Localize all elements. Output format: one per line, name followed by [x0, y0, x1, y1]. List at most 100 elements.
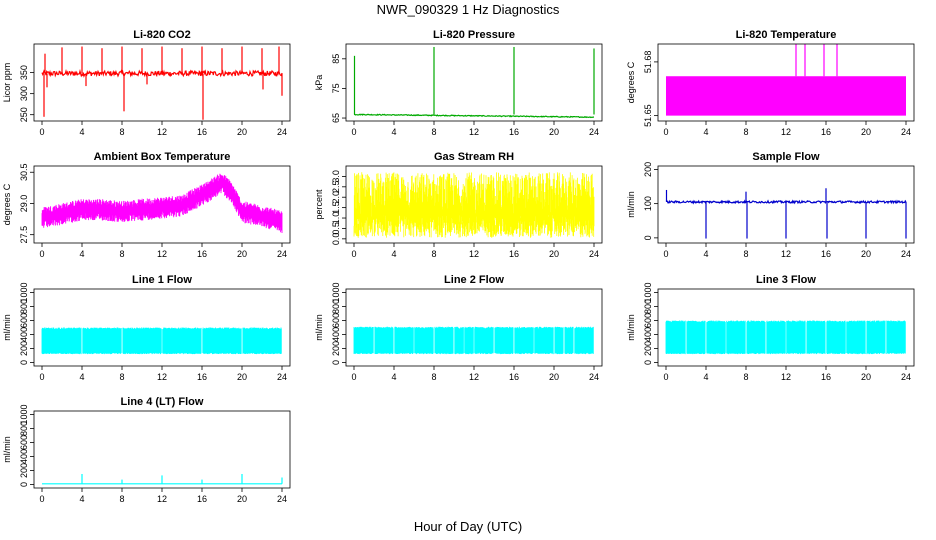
y-tick-label: 400 [643, 327, 653, 342]
x-tick-label: 4 [703, 372, 708, 382]
panel-5: Gas Stream RH percent 0.00.51.01.52.02.53.… [314, 151, 603, 259]
y-tick-label: 100 [643, 196, 653, 211]
panel-2: Li-820 Pressure kPa 65 75 85 0 4 8 12 16 20 24 [314, 29, 603, 137]
series-marks [41, 173, 283, 233]
y-tick-label: 0 [19, 482, 29, 487]
plot-frame [345, 288, 603, 367]
x-tick-label: 16 [197, 249, 207, 259]
x-tick-label: 0 [663, 372, 668, 382]
x-tick-label: 24 [901, 249, 911, 259]
flow-band [665, 320, 906, 355]
y-tick-label: 800 [331, 299, 341, 314]
panel-3: Li-820 Temperature degrees C 51.65 51.68 0 4 8… [626, 29, 915, 137]
x-tick-label: 16 [197, 372, 207, 382]
y-tick-label: 200 [643, 162, 653, 177]
x-tick-label: 0 [351, 249, 356, 259]
series-line [353, 113, 595, 119]
x-tick-label: 0 [39, 249, 44, 259]
x-tick-label: 20 [237, 494, 247, 504]
x-tick-label: 12 [781, 127, 791, 137]
y-axis-label: degrees C [2, 183, 12, 225]
y-axis-label: ml/min [626, 314, 636, 341]
x-tick-label: 12 [157, 127, 167, 137]
y-tick-label: 250 [19, 107, 29, 122]
y-tick-label: 1.0 [331, 212, 341, 225]
y-tick-label: 29.0 [19, 195, 29, 213]
panel-1: Li-820 CO2 Licor ppm 250 300 350 0 4 8 12 16 20 24 [2, 29, 291, 137]
x-tick-label: 12 [781, 249, 791, 259]
x-tick-label: 12 [469, 372, 479, 382]
y-tick-label: 400 [331, 327, 341, 342]
plot-frame [33, 288, 291, 367]
x-tick-label: 4 [703, 127, 708, 137]
x-tick-label: 20 [861, 127, 871, 137]
x-tick-label: 4 [391, 127, 396, 137]
x-tick-label: 12 [157, 249, 167, 259]
x-tick-label: 8 [119, 372, 124, 382]
x-tick-label: 8 [119, 249, 124, 259]
x-tick-label: 4 [703, 249, 708, 259]
y-tick-label: 30.5 [19, 163, 29, 181]
x-tick-label: 12 [157, 372, 167, 382]
figure-xlabel: Hour of Day (UTC) [414, 519, 522, 534]
panel-title: Ambient Box Temperature [94, 151, 231, 163]
x-tick-label: 4 [391, 372, 396, 382]
y-tick-label: 65 [331, 113, 341, 123]
y-axis-label: ml/min [2, 436, 12, 463]
panel-title: Line 3 Flow [756, 274, 816, 286]
x-tick-label: 24 [589, 249, 599, 259]
y-axis-label: percent [314, 189, 324, 220]
y-tick-label: 400 [19, 449, 29, 464]
panel-title: Gas Stream RH [434, 151, 514, 163]
y-tick-label: 85 [331, 54, 341, 64]
panel-title: Line 2 Flow [444, 274, 504, 286]
x-tick-label: 20 [237, 249, 247, 259]
y-tick-label: 800 [19, 421, 29, 436]
y-tick-label: 350 [19, 65, 29, 80]
series-marks [353, 46, 595, 119]
y-tick-label: 51.68 [643, 51, 653, 74]
series-marks [353, 172, 595, 238]
y-axis-label: degrees C [626, 61, 636, 103]
panel-title: Li-820 Temperature [736, 29, 837, 41]
panel-title: Line 1 Flow [132, 274, 192, 286]
x-tick-label: 20 [861, 372, 871, 382]
x-tick-label: 8 [119, 127, 124, 137]
y-tick-label: 0 [19, 360, 29, 365]
x-tick-label: 0 [39, 494, 44, 504]
figure-title: NWR_090329 1 Hz Diagnostics [377, 2, 560, 17]
y-tick-label: 2.5 [331, 181, 341, 194]
y-tick-label: 2.0 [331, 191, 341, 204]
y-axis-label: ml/min [314, 314, 324, 341]
x-tick-label: 8 [431, 249, 436, 259]
y-tick-label: 3.0 [331, 170, 341, 183]
x-tick-label: 20 [237, 127, 247, 137]
x-tick-label: 12 [469, 249, 479, 259]
x-tick-label: 24 [277, 249, 287, 259]
y-tick-label: 51.65 [643, 104, 653, 127]
x-tick-label: 24 [277, 494, 287, 504]
panel-title: Li-820 CO2 [133, 29, 190, 41]
x-tick-label: 4 [79, 127, 84, 137]
panel-title: Line 4 (LT) Flow [121, 396, 204, 408]
rh-band [353, 172, 595, 238]
x-tick-label: 24 [901, 372, 911, 382]
y-tick-label: 0 [643, 235, 653, 240]
y-tick-label: 1000 [643, 282, 653, 302]
y-tick-label: 600 [19, 435, 29, 450]
x-tick-label: 0 [351, 372, 356, 382]
flow-band [353, 326, 594, 355]
x-tick-label: 0 [39, 127, 44, 137]
series-marks [41, 46, 283, 120]
y-tick-label: 200 [19, 463, 29, 478]
x-tick-label: 12 [469, 127, 479, 137]
y-tick-label: 75 [331, 83, 341, 93]
series-marks [42, 474, 283, 485]
x-tick-label: 24 [589, 372, 599, 382]
x-tick-label: 8 [119, 494, 124, 504]
y-tick-label: 0 [331, 360, 341, 365]
